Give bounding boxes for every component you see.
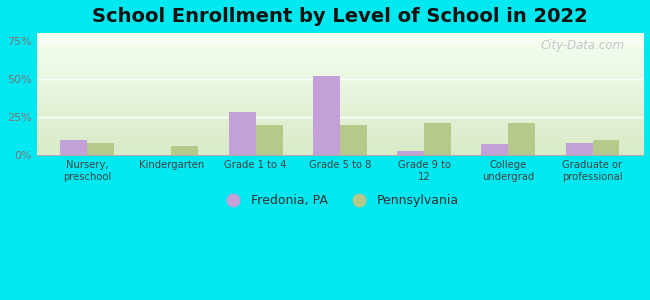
Bar [566,143,593,155]
Bar [229,112,255,155]
Bar [424,123,451,155]
Legend: Fredonia, PA, Pennsylvania: Fredonia, PA, Pennsylvania [216,189,463,212]
Bar [397,151,424,155]
Bar [60,140,87,155]
Text: City-Data.com: City-Data.com [541,39,625,52]
Bar [313,76,340,155]
Bar [508,123,535,155]
Title: School Enrollment by Level of School in 2022: School Enrollment by Level of School in … [92,7,588,26]
Bar [481,145,508,155]
Bar [255,125,283,155]
Bar [593,140,619,155]
Bar [87,143,114,155]
Bar [172,146,198,155]
Bar [340,125,367,155]
